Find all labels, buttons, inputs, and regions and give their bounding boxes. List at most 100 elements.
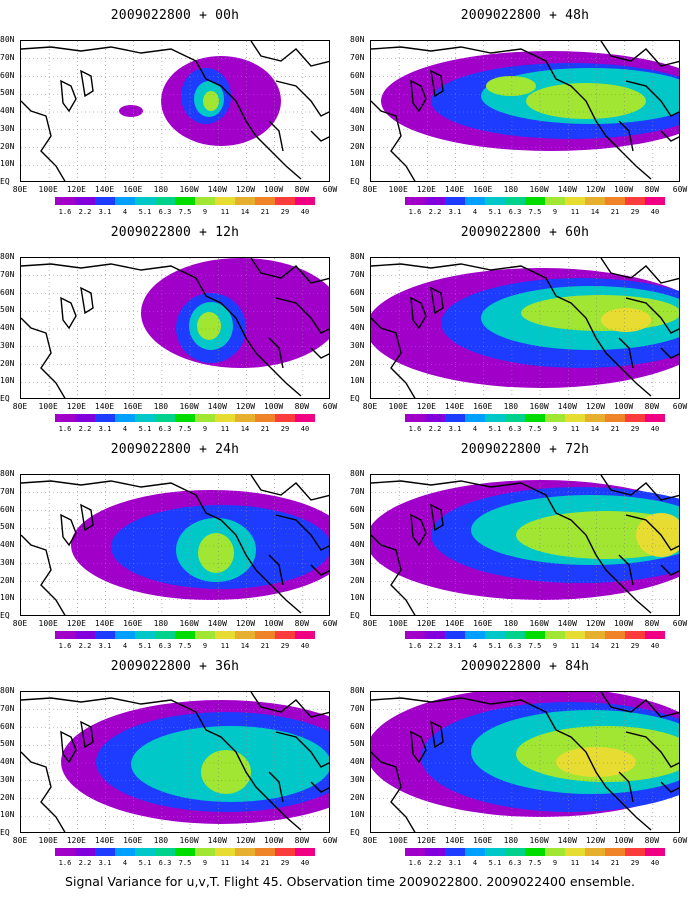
colorbar-label: 7.5 bbox=[528, 859, 542, 867]
coastline bbox=[80, 286, 94, 315]
longitude-label: 60W bbox=[322, 619, 338, 628]
colorbar-label: 1.6 bbox=[58, 208, 72, 216]
coastline bbox=[660, 781, 679, 793]
panel-title: 2009022800 + 00h bbox=[110, 8, 240, 23]
colorbar-label: 29 bbox=[630, 859, 640, 867]
latitude-label: 40N bbox=[0, 757, 15, 766]
colorbar-label: 29 bbox=[630, 208, 640, 216]
colorbar-label: 21 bbox=[610, 642, 620, 650]
coastline bbox=[275, 80, 329, 117]
colorbar bbox=[405, 631, 665, 639]
map-panel: 2009022800 + 60h 80N 70N 60N 50N 40N 30N 20N 10N… bbox=[350, 217, 700, 442]
colorbar-label: 9 bbox=[202, 208, 208, 216]
latitude-label: 20N bbox=[0, 141, 15, 151]
colorbar-swatch bbox=[155, 848, 175, 856]
colorbar-swatch bbox=[565, 197, 585, 205]
latitude-label: 70N bbox=[350, 269, 365, 279]
longitude-label: 120E bbox=[416, 185, 436, 194]
latitude-label: 60N bbox=[350, 721, 365, 731]
map-panel: 2009022800 + 12h 80N 70N 60N 50N 40N 30N 20N 10N… bbox=[0, 217, 350, 442]
colorbar-label: 14 bbox=[240, 859, 250, 867]
latitude-label: 80N bbox=[350, 35, 365, 44]
variance-region bbox=[198, 533, 234, 573]
longitude-label: 100E bbox=[38, 402, 58, 411]
colorbar-swatch bbox=[645, 414, 665, 422]
longitude-label: 120W bbox=[235, 402, 256, 411]
colorbar-swatch bbox=[545, 414, 565, 422]
longitude-label: 160E bbox=[473, 619, 493, 628]
longitude-label: 160W bbox=[529, 185, 549, 194]
colorbar-label: 5.1 bbox=[488, 208, 502, 216]
colorbar-swatch bbox=[445, 197, 465, 205]
colorbar-label: 4 bbox=[122, 425, 128, 433]
colorbar bbox=[405, 414, 665, 422]
colorbar-swatch bbox=[195, 414, 215, 422]
latitude-label: EQ bbox=[0, 177, 10, 186]
colorbar-label: 2.2 bbox=[428, 425, 442, 433]
map-plot bbox=[370, 691, 680, 833]
longitude-label: 120W bbox=[235, 185, 256, 194]
latitude-label: 10N bbox=[350, 810, 365, 820]
coastline bbox=[21, 697, 302, 831]
colorbar-label: 5.1 bbox=[138, 859, 152, 867]
colorbar-swatch bbox=[465, 631, 485, 639]
longitude-label: 140E bbox=[444, 402, 465, 411]
colorbar-label: 7.5 bbox=[178, 859, 192, 867]
colorbar-swatch bbox=[625, 414, 645, 422]
latitude-label: 10N bbox=[0, 159, 15, 169]
longitude-label: 140W bbox=[557, 619, 577, 628]
longitude-label: 60W bbox=[322, 185, 338, 194]
longitude-label: 60W bbox=[322, 836, 338, 845]
colorbar-label: 14 bbox=[240, 642, 250, 650]
longitude-label: 80W bbox=[644, 836, 660, 845]
colorbar-swatch bbox=[175, 414, 195, 422]
latitude-label: 10N bbox=[350, 376, 365, 386]
longitude-label: 120W bbox=[585, 836, 606, 845]
longitude-label: 80E bbox=[12, 185, 28, 194]
coastline bbox=[371, 534, 416, 615]
coastline bbox=[268, 337, 284, 369]
colorbar-swatch bbox=[405, 848, 425, 856]
longitude-label: 180 bbox=[503, 402, 519, 411]
colorbar-label: 6.3 bbox=[508, 859, 522, 867]
colorbar-label: 2.2 bbox=[78, 642, 92, 650]
latitude-label: 30N bbox=[350, 557, 365, 567]
colorbar-label: 4 bbox=[122, 208, 128, 216]
coastline bbox=[618, 337, 634, 369]
colorbar-swatch bbox=[175, 197, 195, 205]
colorbar-swatch bbox=[255, 414, 275, 422]
coastline bbox=[80, 503, 94, 532]
longitude-label: 80W bbox=[644, 619, 660, 628]
longitude-label: 160W bbox=[179, 619, 199, 628]
colorbar-label: 40 bbox=[650, 208, 660, 216]
longitude-label: 120W bbox=[585, 619, 606, 628]
colorbar-label: 14 bbox=[590, 208, 600, 216]
colorbar-label: 5.1 bbox=[488, 642, 502, 650]
coastline bbox=[618, 120, 634, 152]
colorbar-label: 3.1 bbox=[448, 425, 462, 433]
colorbar-label: 21 bbox=[610, 859, 620, 867]
coastline bbox=[600, 41, 679, 67]
colorbar-label: 14 bbox=[590, 425, 600, 433]
panel-title: 2009022800 + 48h bbox=[460, 8, 590, 23]
colorbar-label: 6.3 bbox=[508, 642, 522, 650]
longitude-label: 160E bbox=[123, 836, 143, 845]
colorbar-swatch bbox=[55, 197, 75, 205]
coastline bbox=[80, 69, 94, 98]
latitude-label: 70N bbox=[0, 269, 15, 279]
longitude-label: 100E bbox=[388, 619, 408, 628]
colorbar-swatch bbox=[255, 197, 275, 205]
colorbar-label: 14 bbox=[240, 425, 250, 433]
colorbar-label: 4 bbox=[472, 642, 478, 650]
longitude-label: 120W bbox=[585, 185, 606, 194]
colorbar-label: 1.6 bbox=[58, 642, 72, 650]
coastline bbox=[371, 317, 416, 398]
longitude-label: 140W bbox=[557, 185, 577, 194]
variance-region bbox=[201, 750, 251, 794]
latitude-label: 20N bbox=[0, 358, 15, 368]
longitude-label: 100E bbox=[38, 619, 58, 628]
colorbar-swatch bbox=[625, 848, 645, 856]
coastline bbox=[250, 258, 329, 284]
coastline bbox=[80, 720, 94, 749]
colorbar-label: 9 bbox=[552, 642, 558, 650]
